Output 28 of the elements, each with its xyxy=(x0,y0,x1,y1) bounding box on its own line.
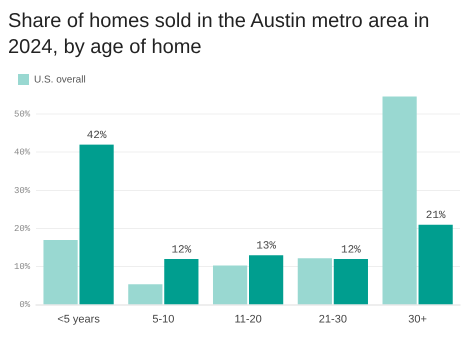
x-tick-label: 30+ xyxy=(408,313,427,326)
y-tick-label: 0% xyxy=(19,300,31,310)
bar xyxy=(249,255,284,304)
bar xyxy=(212,266,248,304)
bar xyxy=(418,224,453,304)
bar xyxy=(43,240,78,304)
x-tick-label: 21-30 xyxy=(318,313,347,326)
bar xyxy=(164,259,198,304)
y-tick-label: 20% xyxy=(14,224,31,234)
data-label: 12% xyxy=(340,244,362,256)
data-label: 21% xyxy=(426,210,446,222)
x-tick-label: 11-20 xyxy=(234,313,262,326)
y-tick-label: 10% xyxy=(14,262,31,272)
bar xyxy=(382,96,417,304)
bar xyxy=(334,259,368,304)
legend-label: U.S. overall xyxy=(34,74,86,86)
chart-title: Share of homes sold in the Austin metro area in 2024, by age of home xyxy=(8,9,430,60)
x-tick-label: <5 years xyxy=(57,313,100,326)
y-tick-label: 50% xyxy=(14,109,31,120)
bar xyxy=(79,144,114,304)
y-tick-label: 30% xyxy=(14,186,31,196)
data-label: 42% xyxy=(86,130,107,142)
bar xyxy=(298,258,332,304)
x-tick-label: 5-10 xyxy=(152,313,174,326)
data-label: 13% xyxy=(256,240,276,253)
data-label: 12% xyxy=(171,244,192,256)
bar xyxy=(128,284,162,304)
y-tick-label: 40% xyxy=(14,148,31,158)
